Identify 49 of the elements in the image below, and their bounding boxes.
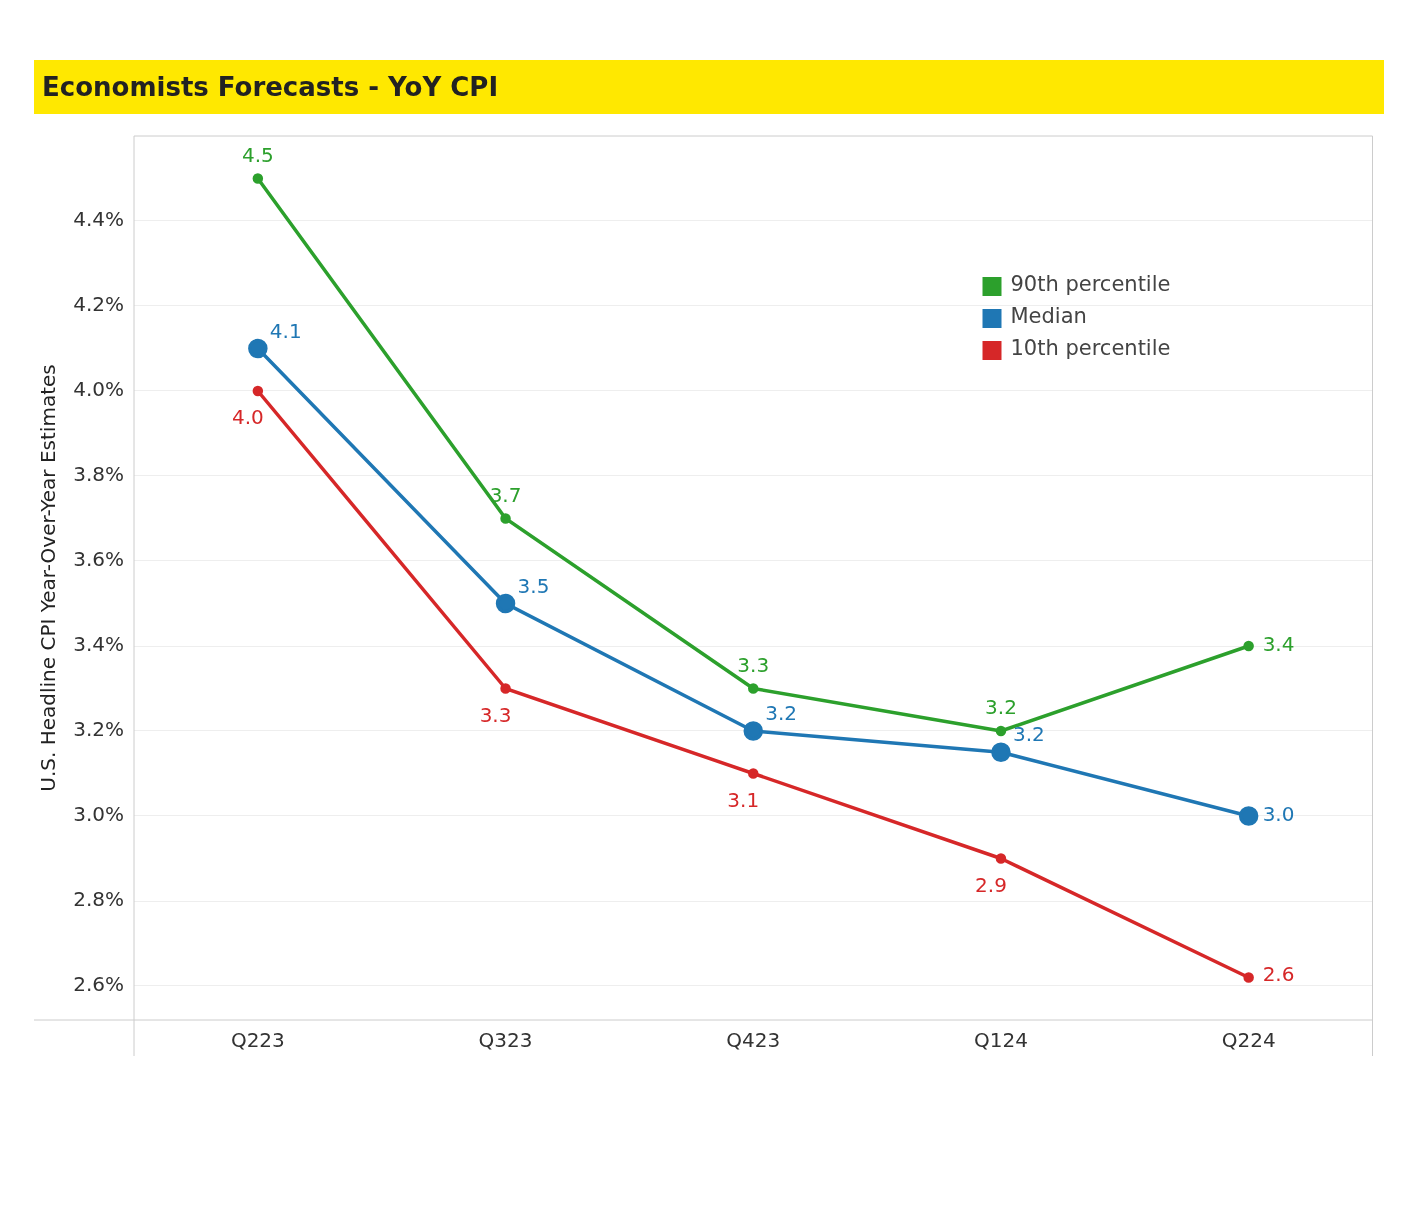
y-tick-label: 4.0%: [73, 377, 124, 402]
y-axis-title: U.S. Headline CPI Year-Over-Year Estimates: [36, 364, 61, 792]
point: [252, 173, 264, 184]
point: [1238, 806, 1259, 826]
x-tick-label: Q224: [1221, 1028, 1276, 1053]
y-tick-label: 3.4%: [73, 632, 124, 657]
data-label: 4.0: [231, 405, 264, 430]
y-tick-label: 3.6%: [73, 547, 124, 572]
data-label: 3.3: [737, 652, 770, 677]
point: [743, 721, 763, 741]
y-tick-label: 2.6%: [73, 972, 124, 997]
legend-label: 10th percentile: [1010, 336, 1171, 361]
y-tick-label: 3.0%: [73, 802, 124, 827]
chart-title: Economists Forecasts - YoY CPI: [34, 60, 1384, 114]
data-label: 3.5: [517, 573, 550, 598]
legend-label: Median: [1010, 304, 1087, 329]
legend-label: 90th percentile: [1010, 272, 1171, 297]
data-label: 3.3: [479, 702, 512, 727]
point: [252, 385, 264, 397]
data-label: 3.0: [1262, 802, 1295, 827]
point: [995, 853, 1007, 864]
x-tick-label: Q223: [230, 1028, 285, 1053]
x-tick-label: Q423: [726, 1028, 781, 1053]
data-label: 2.9: [975, 872, 1007, 897]
data-label: 3.2: [985, 695, 1017, 720]
point: [1243, 972, 1254, 983]
y-tick-label: 4.2%: [73, 292, 124, 317]
point: [995, 725, 1007, 737]
point: [748, 683, 759, 694]
point: [991, 742, 1011, 762]
point: [1243, 640, 1254, 652]
point: [748, 768, 759, 779]
point: [495, 593, 516, 614]
point: [500, 683, 511, 694]
y-tick-label: 4.4%: [73, 207, 124, 232]
x-tick-label: Q323: [478, 1028, 533, 1053]
y-tick-label: 3.8%: [73, 462, 124, 487]
y-tick-label: 2.8%: [73, 887, 124, 912]
data-label: 4.1: [269, 318, 302, 343]
point: [248, 338, 268, 359]
data-label: 3.2: [1012, 722, 1045, 747]
y-tick-label: 3.2%: [73, 717, 124, 742]
data-label: 3.4: [1262, 632, 1295, 657]
point: [500, 513, 511, 524]
data-label: 4.5: [241, 142, 274, 167]
data-label: 2.6: [1262, 961, 1295, 986]
data-label: 3.1: [727, 787, 760, 812]
x-tick-label: Q124: [973, 1028, 1028, 1053]
data-label: 3.2: [765, 701, 798, 726]
